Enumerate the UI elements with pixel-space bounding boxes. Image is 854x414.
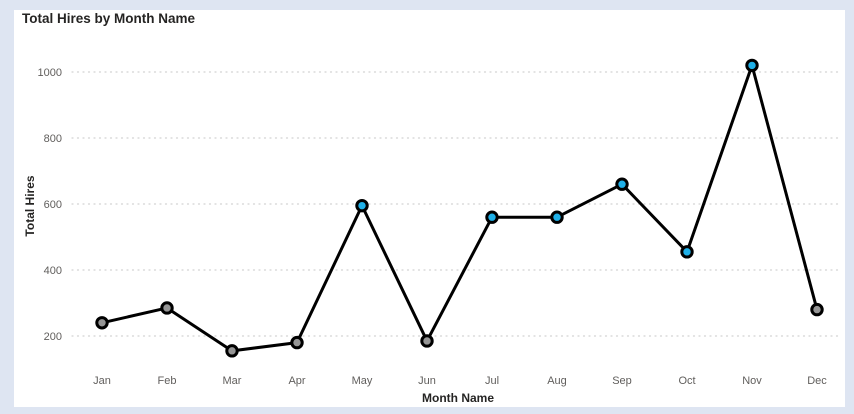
y-tick-label: 400 xyxy=(44,265,62,277)
data-point-apr[interactable] xyxy=(290,335,304,350)
y-tick-label: 600 xyxy=(44,199,62,211)
data-point-oct[interactable] xyxy=(680,245,694,259)
x-tick-label: Jan xyxy=(93,375,111,387)
x-tick-label: Apr xyxy=(288,375,305,387)
y-tick-label: 800 xyxy=(44,133,62,145)
x-tick-label: Aug xyxy=(547,375,567,387)
y-tick-label: 1000 xyxy=(38,67,62,79)
x-tick-label: Oct xyxy=(678,375,695,387)
data-point-mar[interactable] xyxy=(225,344,239,358)
line-chart-plot-area: 200 400 600 800 1000 Jan Feb Mar Apr May Jun Jul Aug… xyxy=(38,58,841,387)
x-tick-label: Jun xyxy=(418,375,436,387)
x-tick-label: Feb xyxy=(158,375,177,387)
x-tick-label: Nov xyxy=(742,375,762,387)
data-point-nov[interactable] xyxy=(745,58,759,73)
x-tick-label: Sep xyxy=(612,375,632,387)
data-point-may[interactable] xyxy=(355,198,369,213)
data-point-feb[interactable] xyxy=(160,301,174,315)
data-point-aug[interactable] xyxy=(550,210,564,224)
y-axis-title: Total Hires xyxy=(23,175,37,237)
visual-title: Total Hires by Month Name xyxy=(22,11,196,26)
line-series xyxy=(100,63,819,353)
x-tick-label: Dec xyxy=(807,375,827,387)
data-point-jun[interactable] xyxy=(420,334,434,348)
x-tick-label: Mar xyxy=(223,375,242,387)
x-tick-label: May xyxy=(352,375,373,387)
data-point-jul[interactable] xyxy=(485,210,499,224)
data-point-sep[interactable] xyxy=(615,177,629,191)
x-tick-label: Jul xyxy=(485,375,499,387)
data-point-dec[interactable] xyxy=(810,302,824,317)
data-point-jan[interactable] xyxy=(95,316,109,330)
line-chart-visual[interactable]: Total Hires by Month Name 200 400 600 800 10… xyxy=(14,10,845,407)
y-tick-label: 200 xyxy=(44,331,62,343)
x-axis-title: Month Name xyxy=(422,391,494,405)
